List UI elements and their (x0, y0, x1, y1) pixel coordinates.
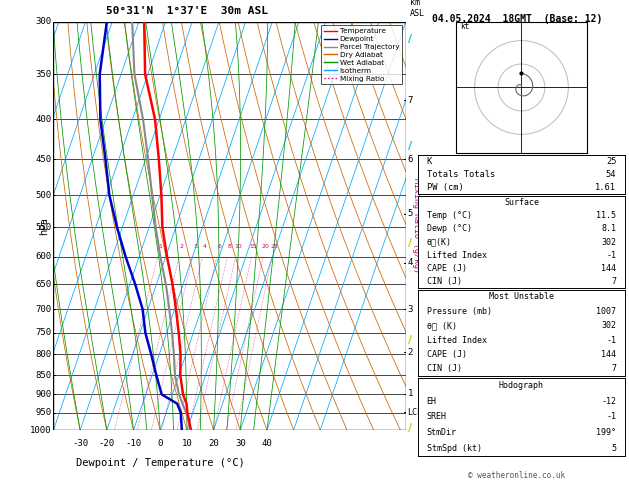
Text: EH: EH (426, 397, 437, 406)
Text: Temp (°C): Temp (°C) (426, 211, 472, 221)
Text: 4: 4 (203, 244, 207, 249)
Text: © weatheronline.co.uk: © weatheronline.co.uk (469, 471, 565, 480)
Text: CAPE (J): CAPE (J) (426, 350, 467, 359)
Text: 450: 450 (35, 155, 52, 164)
Text: 25: 25 (606, 156, 616, 166)
Text: -1: -1 (606, 336, 616, 345)
Text: 2: 2 (408, 348, 413, 357)
Text: 700: 700 (35, 305, 52, 313)
Text: 400: 400 (35, 115, 52, 124)
Text: Hodograph: Hodograph (499, 382, 544, 390)
Text: kt: kt (460, 22, 470, 31)
Text: -10: -10 (125, 439, 142, 448)
Text: 302: 302 (601, 321, 616, 330)
Text: 750: 750 (35, 328, 52, 337)
Text: 11.5: 11.5 (596, 211, 616, 221)
Text: km
ASL: km ASL (409, 0, 425, 18)
Text: /: / (408, 423, 412, 433)
Text: StmSpd (kt): StmSpd (kt) (426, 444, 482, 452)
Text: SREH: SREH (426, 413, 447, 421)
Text: 5: 5 (611, 444, 616, 452)
Text: 4: 4 (408, 258, 413, 267)
Text: /: / (408, 141, 412, 151)
Text: Pressure (mb): Pressure (mb) (426, 307, 491, 316)
Text: 950: 950 (35, 408, 52, 417)
Text: CAPE (J): CAPE (J) (426, 263, 467, 273)
Text: 7: 7 (611, 364, 616, 373)
Text: 1: 1 (408, 389, 413, 398)
Legend: Temperature, Dewpoint, Parcel Trajectory, Dry Adiabat, Wet Adiabat, Isotherm, Mi: Temperature, Dewpoint, Parcel Trajectory… (321, 25, 402, 85)
Text: 900: 900 (35, 390, 52, 399)
Text: 650: 650 (35, 279, 52, 289)
Text: 1.61: 1.61 (595, 183, 616, 192)
Text: Most Unstable: Most Unstable (489, 293, 554, 301)
Text: 20: 20 (261, 244, 269, 249)
Text: 850: 850 (35, 370, 52, 380)
Text: 5: 5 (408, 209, 413, 218)
Text: 10: 10 (182, 439, 192, 448)
Text: 300: 300 (35, 17, 52, 26)
Text: 0: 0 (157, 439, 163, 448)
Text: 7: 7 (611, 277, 616, 286)
Text: /: / (408, 238, 412, 248)
Text: 25: 25 (270, 244, 278, 249)
Text: 20: 20 (208, 439, 219, 448)
Text: Mixing Ratio (g/kg): Mixing Ratio (g/kg) (413, 178, 421, 274)
Text: -12: -12 (601, 397, 616, 406)
Text: 54: 54 (606, 170, 616, 179)
Text: LCL: LCL (408, 407, 423, 417)
Text: -1: -1 (606, 251, 616, 260)
Text: Lifted Index: Lifted Index (426, 251, 487, 260)
Text: 40: 40 (262, 439, 272, 448)
Text: 600: 600 (35, 252, 52, 261)
Text: 1007: 1007 (596, 307, 616, 316)
Text: θᴄ (K): θᴄ (K) (426, 321, 457, 330)
Text: 3: 3 (408, 305, 413, 313)
Text: 50°31'N  1°37'E  30m ASL: 50°31'N 1°37'E 30m ASL (106, 6, 269, 16)
Text: CIN (J): CIN (J) (426, 277, 462, 286)
Text: 500: 500 (35, 191, 52, 200)
Text: Dewp (°C): Dewp (°C) (426, 225, 472, 233)
Text: CIN (J): CIN (J) (426, 364, 462, 373)
Text: 2: 2 (180, 244, 184, 249)
Text: 302: 302 (601, 238, 616, 246)
Text: -20: -20 (99, 439, 115, 448)
Text: 1: 1 (159, 244, 162, 249)
Text: 7: 7 (408, 96, 413, 105)
Text: K: K (426, 156, 431, 166)
Text: 350: 350 (35, 69, 52, 79)
Text: StmDir: StmDir (426, 428, 457, 437)
Text: -1: -1 (606, 413, 616, 421)
Text: Surface: Surface (504, 198, 539, 208)
Text: Dewpoint / Temperature (°C): Dewpoint / Temperature (°C) (76, 458, 245, 468)
Text: 550: 550 (35, 223, 52, 232)
Text: 3: 3 (193, 244, 197, 249)
Text: 15: 15 (250, 244, 258, 249)
Text: 04.05.2024  18GMT  (Base: 12): 04.05.2024 18GMT (Base: 12) (432, 14, 602, 24)
Text: 144: 144 (601, 350, 616, 359)
Text: hPa: hPa (39, 217, 49, 235)
Text: PW (cm): PW (cm) (426, 183, 464, 192)
Text: 30: 30 (235, 439, 246, 448)
Text: 8: 8 (228, 244, 231, 249)
Text: 8.1: 8.1 (601, 225, 616, 233)
Text: 10: 10 (234, 244, 242, 249)
Text: 1000: 1000 (30, 426, 52, 434)
Text: 800: 800 (35, 350, 52, 359)
Text: 199°: 199° (596, 428, 616, 437)
Text: 6: 6 (408, 155, 413, 164)
Text: Lifted Index: Lifted Index (426, 336, 487, 345)
Text: θᴄ(K): θᴄ(K) (426, 238, 452, 246)
Text: /: / (408, 335, 412, 345)
Text: 144: 144 (601, 263, 616, 273)
Text: /: / (408, 34, 412, 44)
Text: Totals Totals: Totals Totals (426, 170, 495, 179)
Text: -30: -30 (72, 439, 88, 448)
Text: 6: 6 (217, 244, 221, 249)
